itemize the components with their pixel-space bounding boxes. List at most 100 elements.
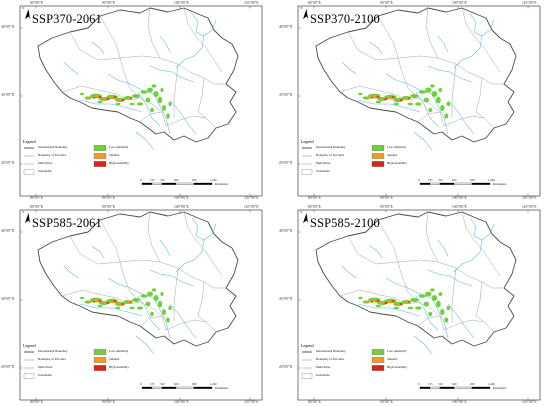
- low-suitability-area: [160, 88, 164, 92]
- legend-label: Low suitability: [387, 349, 407, 354]
- international-boundary: [315, 7, 517, 143]
- low-suitability-area: [157, 96, 163, 104]
- main-river: [413, 131, 433, 151]
- legend-title: Legend: [301, 138, 314, 144]
- north-label: N: [22, 5, 25, 10]
- main-river: [453, 35, 483, 69]
- scale-tick-label: 0: [140, 177, 142, 182]
- low-suitability-area: [440, 105, 445, 111]
- scale-tick-label: 155: [428, 177, 433, 182]
- high-suitability-area: [92, 301, 96, 303]
- province-boundary: [451, 267, 457, 322]
- legend-swatches: [23, 145, 107, 175]
- international-boundary: [37, 7, 239, 143]
- main-river: [175, 239, 205, 273]
- scale-tick-label: 310: [160, 381, 165, 386]
- scale-tick-label: 0: [140, 381, 142, 386]
- main-river: [153, 93, 171, 135]
- longitude-label: 90°0'0"E: [102, 400, 115, 404]
- map-panel: SSP585-2100 N 80°0'0"E 80°0'0"E 90°0'0"E 90°0…: [278, 204, 550, 404]
- high-suitability-area: [376, 96, 380, 98]
- longitude-label: 100°0'0"E: [452, 400, 467, 404]
- high-suitability-area: [407, 97, 411, 99]
- scale-bar: [419, 386, 491, 389]
- longitude-label: 100°0'0"E: [174, 400, 189, 404]
- main-river: [149, 65, 195, 83]
- legend-label: Unsuitable: [316, 169, 330, 174]
- latitude-label: 20°0'0"N: [1, 161, 15, 165]
- main-river: [431, 93, 449, 135]
- north-label: N: [22, 209, 25, 214]
- legend-label: Boundary of Province: [38, 153, 67, 158]
- main-river: [169, 303, 197, 339]
- longitude-label: 110°0'0"E: [522, 204, 537, 209]
- low-suitability-area: [428, 311, 433, 317]
- low-suitability-area: [423, 97, 429, 103]
- low-suitability-area: [446, 101, 451, 107]
- main-river: [149, 269, 195, 287]
- legend-label: Boundary of Province: [38, 357, 67, 362]
- province-boundary: [173, 63, 179, 118]
- province-boundary: [451, 63, 457, 118]
- high-suitability-area: [113, 96, 117, 98]
- north-arrow-icon: [303, 213, 308, 223]
- high-suitability-area: [106, 302, 110, 304]
- high-suitability-area: [98, 300, 102, 302]
- low-suitability-area: [418, 90, 427, 94]
- latitude-label: 40°0'0"N: [1, 25, 15, 29]
- longitude-label: 90°0'0"E: [102, 0, 115, 5]
- province-boundary: [443, 115, 495, 129]
- low-suitability-area: [115, 306, 121, 310]
- low-suitability-area: [435, 96, 441, 104]
- province-boundary: [197, 281, 207, 323]
- low-suitability-area: [166, 317, 170, 323]
- legend-label: Suitable: [109, 357, 120, 362]
- main-river: [159, 239, 171, 257]
- main-river: [175, 35, 205, 69]
- scale-tick-label: 155: [150, 177, 155, 182]
- legend-label: High suitability: [109, 161, 129, 166]
- longitude-label: 80°0'0"E: [308, 0, 321, 5]
- main-river: [437, 35, 449, 53]
- main-river: [415, 91, 439, 127]
- low-suitability-area: [440, 309, 445, 315]
- scale-tick-label: 310: [160, 177, 165, 182]
- longitude-label: 80°0'0"E: [308, 204, 321, 209]
- suitable-area: [365, 301, 371, 303]
- province-boundary: [339, 289, 419, 305]
- suitable-area: [365, 97, 371, 99]
- legend-label: High suitability: [109, 365, 129, 370]
- scale-tick-label: 930: [470, 381, 475, 386]
- main-river: [135, 335, 155, 355]
- main-river: [135, 131, 155, 151]
- province-boundary: [147, 211, 161, 263]
- low-suitability-area: [431, 91, 438, 97]
- longitude-label: 80°0'0"E: [30, 204, 43, 209]
- high-suitability-area: [399, 99, 403, 101]
- suitable-area: [88, 97, 92, 99]
- low-suitability-area: [147, 291, 153, 297]
- map-panel: SSP370-2100 N 80°0'0"E 80°0'0"E 90°0'0"E 90°0…: [278, 0, 550, 200]
- longitude-label: 100°0'0"E: [452, 196, 467, 200]
- low-suitability-area: [132, 94, 140, 98]
- scale-bar: [419, 182, 491, 185]
- main-river: [341, 61, 357, 75]
- province-boundary: [183, 211, 223, 277]
- international-boundary: [37, 211, 239, 347]
- low-suitability-area: [166, 113, 170, 119]
- high-suitability-area: [113, 300, 117, 302]
- low-suitability-area: [150, 107, 154, 113]
- legend-label: Suitable: [109, 153, 120, 158]
- latitude-label: 30°0'0"N: [279, 297, 293, 301]
- low-suitability-area: [438, 292, 443, 296]
- low-suitability-area: [168, 305, 172, 311]
- high-suitability-area: [106, 98, 110, 100]
- legend-swatches: [23, 349, 107, 379]
- scale-tick-label: 620: [452, 381, 457, 386]
- high-suitability-area: [376, 300, 380, 302]
- main-river: [79, 303, 143, 317]
- longitude-label: 100°0'0"E: [174, 196, 189, 200]
- legend-label: Unsuitable: [316, 373, 330, 378]
- province-boundary: [165, 319, 217, 333]
- main-river: [415, 295, 439, 331]
